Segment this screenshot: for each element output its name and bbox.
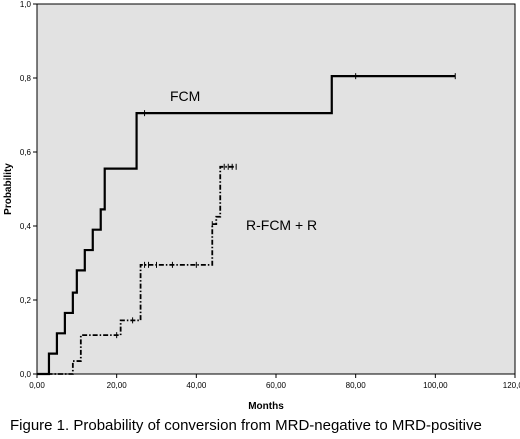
series-line-fcm xyxy=(37,75,456,376)
y-tick-label: 0,8 xyxy=(20,74,32,83)
x-tick-label: 120,00 xyxy=(503,381,520,390)
x-tick-label: 100,00 xyxy=(423,381,448,390)
series-line-rfcm xyxy=(37,165,237,375)
censor-marks xyxy=(116,73,456,339)
y-tick-label: 0,6 xyxy=(20,148,32,157)
y-tick-label: 0,0 xyxy=(20,370,32,379)
x-tick-label: 0,00 xyxy=(29,381,45,390)
y-axis-title: Probability xyxy=(3,163,14,215)
figure-caption: Figure 1. Probability of conversion from… xyxy=(10,417,482,434)
y-axis: 0,0 0,2 0,4 0,6 0,8 1,0 xyxy=(20,0,37,379)
x-axis: 0,00 20,00 40,00 60,00 80,00 100,00 120,00 xyxy=(29,374,520,390)
y-tick-label: 1,0 xyxy=(20,0,32,9)
x-tick-label: 40,00 xyxy=(186,381,207,390)
y-tick-label: 0,2 xyxy=(20,296,32,305)
x-tick-label: 60,00 xyxy=(266,381,287,390)
plot-area xyxy=(36,3,516,375)
series-annotation-fcm: FCM xyxy=(170,88,200,104)
x-tick-label: 80,00 xyxy=(346,381,367,390)
km-chart: 0,0 0,2 0,4 0,6 0,8 1,0 0,00 20,00 40,00 60,00 80… xyxy=(3,0,520,412)
x-axis-title: Months xyxy=(248,401,284,412)
x-tick-label: 20,00 xyxy=(107,381,128,390)
series-lines xyxy=(37,75,456,376)
y-tick-label: 0,4 xyxy=(20,222,32,231)
series-annotation-rfcm: R-FCM + R xyxy=(246,217,317,233)
